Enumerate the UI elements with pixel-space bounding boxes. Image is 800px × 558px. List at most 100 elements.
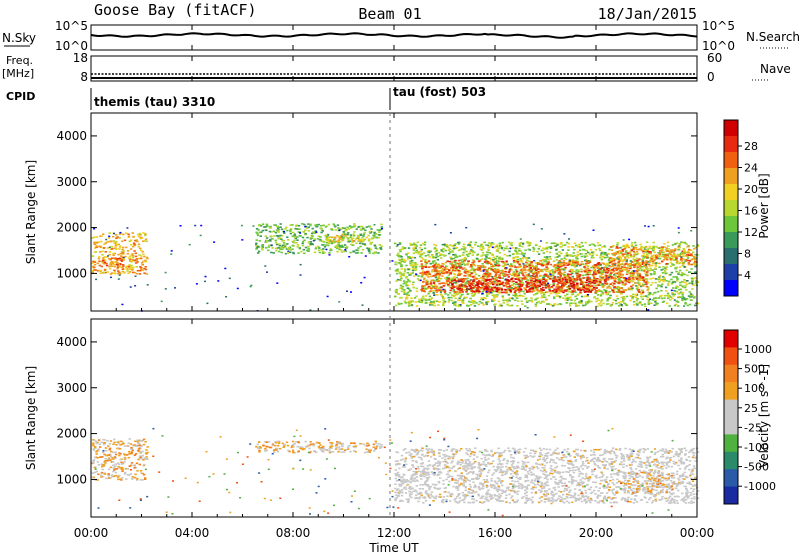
data-cell [575, 269, 578, 271]
data-cell [533, 283, 536, 285]
data-cell [345, 247, 348, 249]
data-cell [265, 241, 268, 243]
data-cell [475, 302, 478, 304]
nsky-tick-top: 10^5 [55, 19, 88, 33]
data-cell [691, 279, 694, 281]
data-cell [568, 290, 571, 293]
data-cell [542, 258, 545, 261]
data-cell [603, 289, 606, 291]
data-cell [565, 298, 568, 300]
data-cell [450, 258, 453, 261]
data-cell [446, 279, 449, 282]
data-cell [484, 273, 487, 275]
data-cell [491, 294, 494, 296]
data-cell [127, 266, 131, 268]
data-cell [510, 244, 513, 247]
data-cell [579, 279, 582, 281]
data-cell [683, 241, 686, 244]
data-cell [600, 252, 603, 254]
data-cell [526, 301, 529, 303]
data-cell [342, 236, 345, 239]
data-cell [457, 278, 460, 280]
cpid-segment-1: themis (tau) 3310 [94, 95, 215, 109]
data-cell [571, 260, 575, 262]
data-cell [488, 280, 492, 283]
data-cell [552, 272, 555, 275]
data-cell [639, 247, 643, 249]
data-cell [631, 297, 634, 300]
data-cell [670, 271, 674, 274]
data-cell [641, 249, 644, 252]
data-cell [460, 289, 463, 291]
data-cell [122, 442, 125, 445]
data-cell [407, 300, 410, 303]
data-cell [601, 285, 604, 288]
data-cell [586, 251, 590, 254]
data-cell [687, 263, 691, 266]
data-cell [114, 457, 117, 459]
data-cell [690, 295, 693, 298]
data-cell [466, 277, 469, 280]
data-cell [194, 224, 197, 227]
data-cell [320, 231, 323, 234]
data-cell [687, 250, 690, 252]
data-cell [607, 303, 610, 305]
data-cell [597, 265, 600, 268]
data-cell [430, 297, 434, 299]
data-cell [516, 258, 520, 261]
data-cell [552, 265, 555, 267]
data-cell [554, 269, 557, 271]
data-cell [658, 262, 661, 265]
data-cell [508, 304, 511, 307]
data-cell [409, 257, 412, 260]
data-cell [662, 279, 665, 282]
data-cell [436, 272, 439, 275]
data-cell [486, 282, 489, 284]
data-cell [413, 269, 416, 272]
data-cell [453, 244, 456, 246]
data-cell [124, 471, 127, 474]
data-cell [665, 302, 669, 305]
data-cell [631, 261, 634, 263]
data-cell [591, 278, 594, 281]
data-cell [304, 246, 308, 249]
data-cell [441, 265, 444, 267]
data-cell [105, 264, 109, 267]
data-cell [468, 244, 472, 246]
data-cell [140, 445, 143, 447]
data-cell [460, 283, 463, 285]
data-cell [424, 266, 428, 268]
data-cell [405, 254, 408, 256]
data-cell [434, 250, 437, 253]
data-cell [509, 290, 512, 292]
data-cell [503, 261, 507, 264]
data-cell [656, 246, 660, 249]
data-cell [653, 267, 657, 270]
data-cell [267, 249, 270, 252]
data-cell [525, 300, 528, 302]
data-cell [492, 264, 495, 267]
data-cell [449, 244, 452, 246]
data-cell [255, 228, 259, 230]
data-cell [552, 282, 555, 285]
data-cell [112, 451, 115, 454]
data-cell [491, 287, 494, 289]
data-cell [488, 252, 491, 254]
data-cell [567, 297, 570, 300]
data-cell [587, 294, 589, 296]
data-cell [469, 304, 473, 306]
data-cell [451, 280, 454, 282]
data-cell [286, 243, 289, 245]
data-cell [641, 258, 644, 261]
data-cell [307, 230, 310, 232]
data-cell [464, 268, 467, 271]
data-cell [648, 245, 651, 248]
data-cell [375, 233, 378, 235]
data-cell [457, 299, 460, 301]
data-cell [99, 251, 102, 253]
data-cell [525, 257, 528, 260]
data-cell [484, 266, 487, 269]
data-cell [444, 249, 447, 252]
data-cell [334, 237, 337, 239]
data-cell [359, 225, 363, 228]
